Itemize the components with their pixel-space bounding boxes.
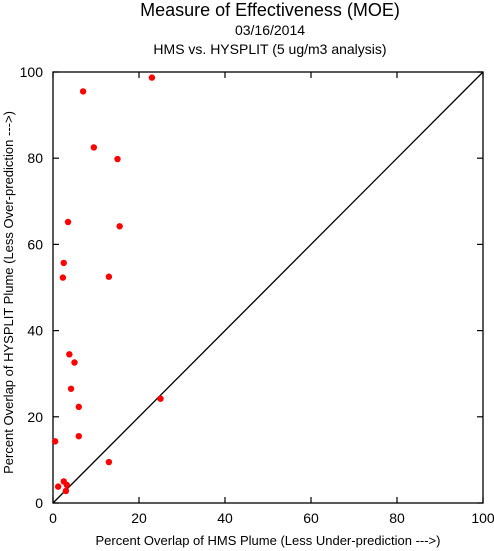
data-point [75,403,83,411]
data-point [116,223,123,230]
y-tick-label: 100 [20,64,44,80]
data-point [90,144,98,151]
x-axis-label: Percent Overlap of HMS Plume (Less Under… [96,533,441,548]
y-tick-label: 60 [27,236,43,252]
data-point [67,385,75,392]
data-point [105,273,113,280]
chart-date: 03/16/2014 [234,22,306,38]
data-point [79,88,87,95]
y-tick-label: 0 [35,495,43,511]
plot-frame [52,71,484,504]
y-axis-label: Percent Overlap of HYSPLIT Plume (Less O… [1,111,16,474]
y-axis: 0 20 40 60 80 100 [20,64,483,511]
data-point [51,438,59,445]
data-point [157,395,164,402]
data-point [60,259,67,267]
chart-title: Measure of Effectiveness (MOE) [140,0,400,20]
x-tick-label: 100 [471,510,494,526]
x-axis: 0 20 40 60 80 100 [49,72,494,526]
x-tick-label: 0 [49,510,57,526]
data-point [59,274,67,281]
data-points [51,74,164,495]
y-tick-label: 80 [27,150,43,166]
y-tick-label: 40 [27,323,43,339]
x-tick-label: 60 [303,510,319,526]
y-tick-label: 20 [27,409,43,425]
data-point [62,487,70,495]
data-point [66,351,73,358]
x-tick-label: 20 [131,510,147,526]
data-point [148,74,156,81]
x-tick-label: 40 [217,510,233,526]
data-point [105,458,113,466]
one-to-one-line [52,71,484,504]
data-point [71,359,78,366]
data-point [63,481,70,489]
chart-subtitle: HMS vs. HYSPLIT (5 ug/m3 analysis) [153,41,387,57]
x-tick-label: 80 [389,510,405,526]
data-point [54,483,62,490]
data-point [75,432,83,440]
data-point [114,155,121,163]
data-point [64,218,72,226]
